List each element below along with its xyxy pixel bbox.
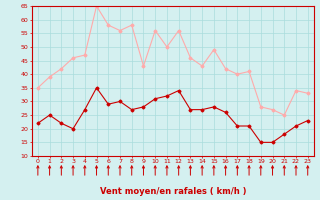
Text: Vent moyen/en rafales ( km/h ): Vent moyen/en rafales ( km/h ) <box>100 187 246 196</box>
